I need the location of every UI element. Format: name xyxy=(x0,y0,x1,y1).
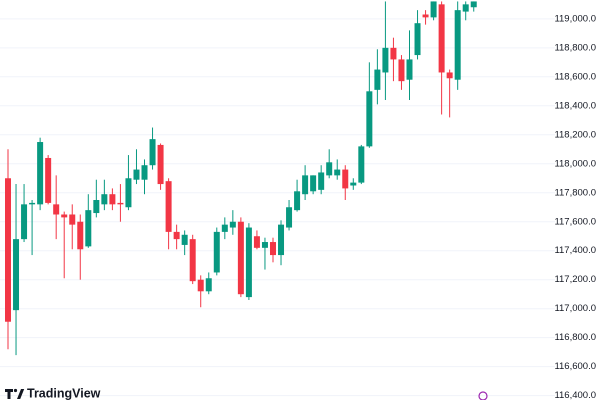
candle-body xyxy=(350,182,357,186)
candle-body xyxy=(286,207,293,228)
candles xyxy=(5,1,477,356)
candle-body xyxy=(406,59,413,80)
candle-body xyxy=(422,14,429,18)
candle-body xyxy=(358,146,365,183)
candle-body xyxy=(93,200,100,214)
candle-body xyxy=(109,194,116,205)
grid xyxy=(0,18,555,397)
y-tick-label: 118,600.0 xyxy=(554,71,596,82)
y-tick-label: 119,000.0 xyxy=(554,13,596,24)
candle-body xyxy=(101,194,108,205)
candle-body xyxy=(310,175,317,192)
y-tick-label: 118,000.0 xyxy=(554,158,596,169)
icon-ring xyxy=(478,391,488,400)
candle-body xyxy=(245,227,252,298)
candle-body xyxy=(85,210,92,247)
y-tick-label: 116,400.0 xyxy=(554,390,596,400)
candle-body xyxy=(13,239,20,311)
candle-body xyxy=(45,157,52,203)
y-tick-label: 117,200.0 xyxy=(554,274,596,285)
candle-body xyxy=(374,69,381,90)
brand-logo: TradingView xyxy=(5,386,101,400)
candle-body xyxy=(269,242,276,256)
candle-body xyxy=(302,175,309,195)
candle-body xyxy=(334,169,341,176)
y-tick-label: 117,800.0 xyxy=(554,187,596,198)
candle-body xyxy=(382,47,389,73)
logo-mark xyxy=(17,389,25,399)
candle-body xyxy=(133,169,140,180)
candle-body xyxy=(326,162,333,176)
candle-body xyxy=(21,204,28,240)
candle-body xyxy=(342,169,349,189)
logo-mark xyxy=(5,389,13,399)
candle-body xyxy=(462,4,469,12)
candle-body xyxy=(53,204,60,215)
candle-body xyxy=(117,202,124,205)
candle-body xyxy=(237,221,244,295)
y-tick-label: 117,000.0 xyxy=(554,303,596,314)
indicator-icon xyxy=(478,391,488,400)
candle-body xyxy=(470,1,477,8)
candle-body xyxy=(77,221,84,250)
candle-body xyxy=(438,4,445,73)
brand-name: TradingView xyxy=(27,386,101,400)
y-tick-label: 118,200.0 xyxy=(554,129,596,140)
y-tick-label: 116,600.0 xyxy=(554,361,596,372)
candle-body xyxy=(125,178,132,208)
candle-body xyxy=(165,181,172,232)
candle-body xyxy=(253,236,260,248)
candle-body xyxy=(205,278,212,292)
candle-body xyxy=(414,23,421,56)
y-tick-label: 118,400.0 xyxy=(554,100,596,111)
candle-body xyxy=(181,234,188,245)
candle-body xyxy=(221,224,228,232)
candle-body xyxy=(430,1,437,18)
candle-body xyxy=(213,231,220,273)
candle-body xyxy=(294,191,301,211)
candle-body xyxy=(446,72,453,79)
y-tick-label: 117,600.0 xyxy=(554,216,596,227)
candle-body xyxy=(5,178,11,322)
candle-body xyxy=(229,221,236,228)
candle-body xyxy=(261,242,268,248)
candle-body xyxy=(149,139,156,166)
candle-body xyxy=(141,165,148,180)
candle-body xyxy=(390,47,397,60)
y-tick-label: 118,800.0 xyxy=(554,42,596,53)
candle-body xyxy=(278,224,285,256)
candle-body xyxy=(366,91,373,147)
candle-body xyxy=(454,10,461,80)
y-tick-label: 116,800.0 xyxy=(554,332,596,343)
y-tick-label: 117,400.0 xyxy=(554,245,596,256)
logo-dot xyxy=(13,388,18,393)
price-axis: 116,400.0 116,600.0 116,800.0 117,000.0 117,… xyxy=(554,13,596,400)
candle-body xyxy=(318,172,325,190)
candle-body xyxy=(189,239,196,282)
candle-body xyxy=(37,142,44,205)
candle-body xyxy=(157,144,164,185)
candle-body xyxy=(398,59,405,82)
candle-body xyxy=(173,231,180,240)
candle-body xyxy=(197,279,204,292)
candle-body xyxy=(61,214,68,218)
candle-body xyxy=(69,214,76,225)
candle-body xyxy=(29,202,36,205)
